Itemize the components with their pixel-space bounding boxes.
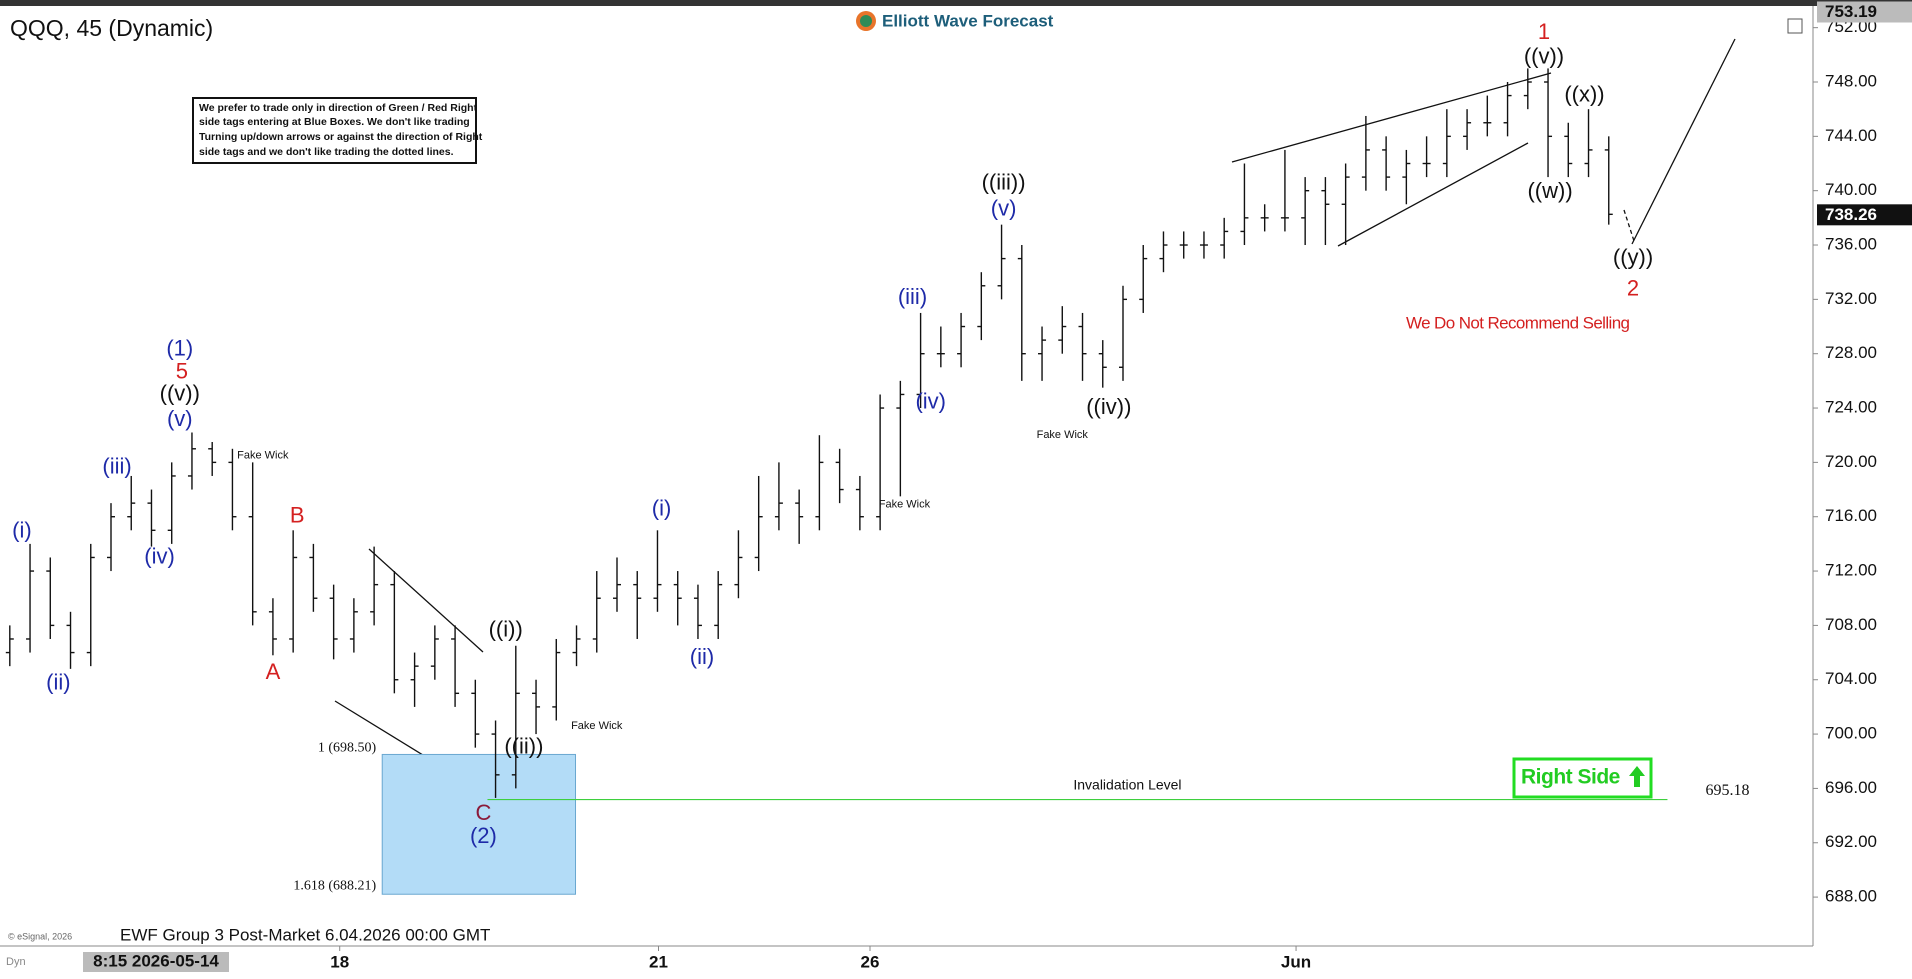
wave-label: ((x)) bbox=[1564, 81, 1604, 106]
trend-line bbox=[1231, 72, 1552, 163]
wave-label: C bbox=[475, 800, 491, 825]
logo-icon-inner bbox=[860, 15, 872, 27]
wave-label: 5 bbox=[176, 359, 188, 384]
wave-label: Fake Wick bbox=[571, 720, 623, 732]
top-strip bbox=[0, 0, 1912, 6]
wave-label: 2 bbox=[1627, 276, 1639, 301]
target-box bbox=[381, 753, 577, 895]
wave-label: 1 bbox=[1538, 19, 1550, 44]
wave-label: We Do Not Recommend Selling bbox=[1406, 313, 1630, 332]
y-tick-label: 700.00 bbox=[1825, 724, 1877, 743]
trend-lines bbox=[334, 38, 1736, 796]
price-bars bbox=[5, 68, 1613, 798]
footer: EWF Group 3 Post-Market 6.04.2026 00:00 … bbox=[120, 925, 490, 944]
brand-logo: Elliott Wave Forecast bbox=[853, 9, 1063, 33]
x-tick-label: 21 bbox=[649, 952, 668, 971]
projection-dashed bbox=[1623, 209, 1635, 242]
disclaimer-box: We prefer to trade only in direction of … bbox=[192, 97, 483, 164]
wave-label: ((ii)) bbox=[504, 733, 543, 758]
wave-label: (2) bbox=[470, 823, 497, 848]
top-price-label: 753.19 bbox=[1825, 2, 1877, 21]
wave-label: ((y)) bbox=[1613, 244, 1653, 269]
trend-line bbox=[368, 548, 484, 653]
right-side-badge: Right Side bbox=[1512, 757, 1653, 799]
wave-label: ((iii)) bbox=[982, 170, 1026, 195]
y-tick-label: 744.00 bbox=[1825, 126, 1877, 145]
y-tick-label: 720.00 bbox=[1825, 452, 1877, 471]
invalidation-text: Invalidation Level bbox=[1073, 776, 1181, 792]
projection-line bbox=[1631, 38, 1736, 245]
last-price-label: 738.26 bbox=[1825, 205, 1877, 224]
x-tick-label: 26 bbox=[861, 952, 880, 971]
y-tick-label: 724.00 bbox=[1825, 398, 1877, 417]
invalidation-value: 695.18 bbox=[1705, 782, 1749, 799]
wave-label: (iii) bbox=[898, 284, 927, 309]
wave-label: ((v)) bbox=[1524, 43, 1564, 68]
wave-label: (iv) bbox=[915, 388, 946, 413]
wave-label: Fake Wick bbox=[879, 498, 931, 510]
y-tick-label: 740.00 bbox=[1825, 180, 1877, 199]
chart-title: QQQ, 45 (Dynamic) bbox=[10, 15, 213, 41]
disclaimer-frame bbox=[192, 97, 477, 164]
wave-label: ((i)) bbox=[489, 617, 523, 642]
badge-text: Right Side bbox=[1521, 766, 1620, 789]
last-price-tag bbox=[1817, 204, 1912, 226]
y-tick-label: 716.00 bbox=[1825, 506, 1877, 525]
y-tick-label: 692.00 bbox=[1825, 832, 1877, 851]
window-icon[interactable] bbox=[1787, 18, 1803, 34]
wave-label: ((w)) bbox=[1527, 178, 1572, 203]
wave-label: (ii) bbox=[690, 644, 714, 669]
wave-label: (v) bbox=[991, 196, 1017, 221]
wave-label: (i) bbox=[12, 517, 32, 542]
badge-frame bbox=[1512, 757, 1653, 799]
y-tick-label: 728.00 bbox=[1825, 343, 1877, 362]
y-tick-label: 712.00 bbox=[1825, 561, 1877, 580]
x-tick-label: Jun bbox=[1281, 952, 1311, 971]
box-top-label: 1 (698.50) bbox=[318, 741, 377, 756]
cursor-label-bg bbox=[83, 952, 229, 972]
wave-label: (ii) bbox=[46, 670, 70, 695]
y-tick-label: 736.00 bbox=[1825, 235, 1877, 254]
trend-line bbox=[1337, 142, 1529, 247]
wave-label: ((v)) bbox=[160, 380, 200, 405]
wave-label: A bbox=[266, 659, 281, 684]
y-tick-label: 748.00 bbox=[1825, 71, 1877, 90]
wave-label: (iii) bbox=[102, 454, 131, 479]
wave-label: Fake Wick bbox=[237, 449, 289, 461]
disclaimer-line: Turning up/down arrows or against the di… bbox=[199, 131, 483, 143]
y-tick-label: 688.00 bbox=[1825, 887, 1877, 906]
wave-label: B bbox=[290, 503, 305, 528]
brand-name: Elliott Wave Forecast bbox=[882, 11, 1054, 30]
disclaimer-line: We prefer to trade only in direction of … bbox=[199, 102, 478, 114]
wave-label: ((iv)) bbox=[1086, 394, 1131, 419]
badge-arrow bbox=[1629, 766, 1645, 787]
cursor-label: 8:15 2026-05-14 bbox=[93, 951, 219, 970]
wave-label: Fake Wick bbox=[1037, 429, 1089, 441]
y-tick-label: 732.00 bbox=[1825, 289, 1877, 308]
logo-bg bbox=[853, 9, 1063, 33]
y-tick-label: 696.00 bbox=[1825, 778, 1877, 797]
disclaimer-line: side tags entering at Blue Boxes. We don… bbox=[199, 116, 470, 128]
disclaimer-line: side tags and we don't like trading the … bbox=[199, 146, 454, 158]
copyright: © eSignal, 2026 bbox=[8, 931, 72, 941]
wave-label: (1) bbox=[166, 335, 193, 360]
wave-label: (i) bbox=[652, 496, 672, 521]
x-tick-label: 18 bbox=[330, 952, 349, 971]
top-price-tag bbox=[1817, 1, 1912, 23]
y-tick-label: 704.00 bbox=[1825, 669, 1877, 688]
wave-label: (iv) bbox=[144, 543, 175, 568]
wave-label: (v) bbox=[167, 406, 193, 431]
y-tick-label: 708.00 bbox=[1825, 615, 1877, 634]
box-bottom-label: 1.618 (688.21) bbox=[293, 878, 376, 893]
mode-label: Dyn bbox=[6, 956, 26, 968]
